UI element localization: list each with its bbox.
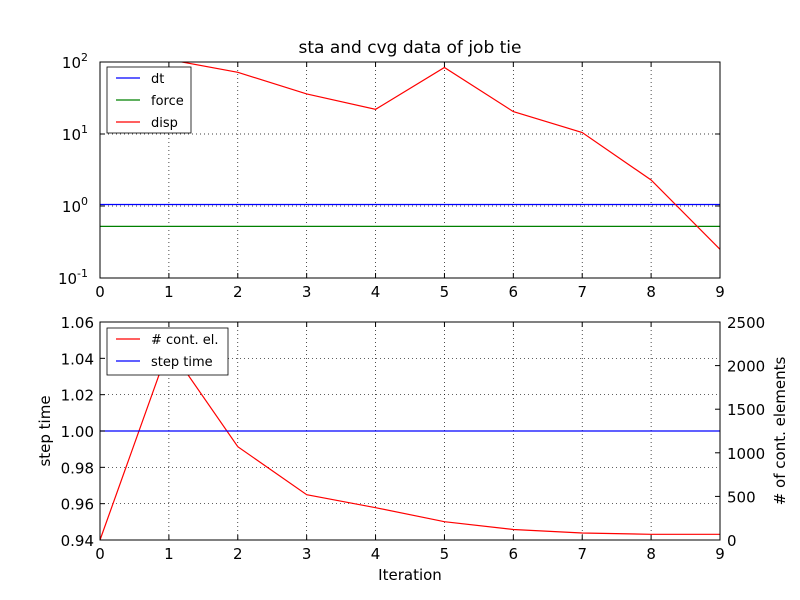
- y-axis-label-right: # of cont. elements: [771, 357, 789, 506]
- series-line-disp: [178, 62, 720, 250]
- legend-label-step time: step time: [151, 355, 213, 370]
- chart-title: sta and cvg data of job tie: [299, 38, 522, 58]
- legend-label-# cont. el.: # cont. el.: [151, 333, 218, 348]
- y-tick-label: 10-1: [58, 267, 88, 288]
- y-right-tick-label: 0: [727, 532, 737, 550]
- x-tick-label: 8: [646, 283, 656, 301]
- x-tick-label: 5: [440, 283, 450, 301]
- plot-frame-top: [99, 61, 721, 279]
- top-chart-panel: 0 1 2 3 4 5 6 7 8 9 102 101 100 10-1 dt force disp: [58, 51, 725, 301]
- x-tick-label: 0: [95, 283, 105, 301]
- x-tick-label: 4: [371, 283, 381, 301]
- y-left-tick-label: 1.00: [61, 423, 94, 441]
- x-tick-label: 6: [509, 545, 519, 563]
- series-group-top: [100, 62, 720, 250]
- y-left-tick-label: 0.98: [61, 459, 94, 477]
- bottom-chart-panel: 0 1 2 3 4 5 6 7 8 9 0.94 0.96 0.98 1.00 1.02 1.04 1.06 0 5…: [61, 314, 766, 563]
- x-tick-label: 5: [440, 545, 450, 563]
- y-right-tick-label: 1500: [727, 401, 765, 419]
- y-tick-label: 100: [62, 195, 88, 216]
- x-tick-label: 8: [646, 545, 656, 563]
- x-tick-label: 6: [509, 283, 519, 301]
- y-left-tick-label: 1.06: [61, 314, 94, 332]
- x-tick-label: 0: [95, 545, 105, 563]
- legend-label-force: force: [151, 94, 184, 109]
- y-right-tick-label: 500: [727, 488, 756, 506]
- x-axis-label: Iteration: [378, 566, 442, 584]
- series-line-# cont. el.: [99, 345, 720, 541]
- y-left-tick-label: 1.02: [61, 387, 94, 405]
- y-left-tick-label: 0.94: [61, 532, 94, 550]
- x-tick-label: 4: [371, 545, 381, 563]
- x-tick-label: 2: [233, 283, 243, 301]
- y-left-tick-label: 1.04: [61, 350, 94, 368]
- y-tick-label: 101: [62, 123, 88, 144]
- x-tick-label: 1: [164, 283, 174, 301]
- x-tick-label: 9: [715, 283, 725, 301]
- y-left-tick-label: 0.96: [61, 496, 94, 514]
- y-axis-label-left: step time: [36, 395, 54, 466]
- y-right-tick-label: 1000: [727, 445, 765, 463]
- x-tick-label: 2: [233, 545, 243, 563]
- x-tick-label: 3: [302, 283, 312, 301]
- legend-label-disp: disp: [151, 116, 178, 131]
- y-right-tick-label: 2000: [727, 358, 765, 376]
- x-tick-label: 7: [577, 545, 587, 563]
- legend-box: [106, 327, 229, 376]
- y-tick-label: 102: [62, 51, 88, 72]
- x-tick-label: 7: [577, 283, 587, 301]
- x-tick-label: 3: [302, 545, 312, 563]
- x-tick-label: 9: [715, 545, 725, 563]
- grid-top: [99, 61, 721, 279]
- y-right-tick-label: 2500: [727, 314, 765, 332]
- x-tick-label: 1: [164, 545, 174, 563]
- legend-label-dt: dt: [151, 72, 164, 87]
- legend-bottom: # cont. el. step time: [106, 327, 229, 376]
- legend-top: dt force disp: [106, 66, 192, 134]
